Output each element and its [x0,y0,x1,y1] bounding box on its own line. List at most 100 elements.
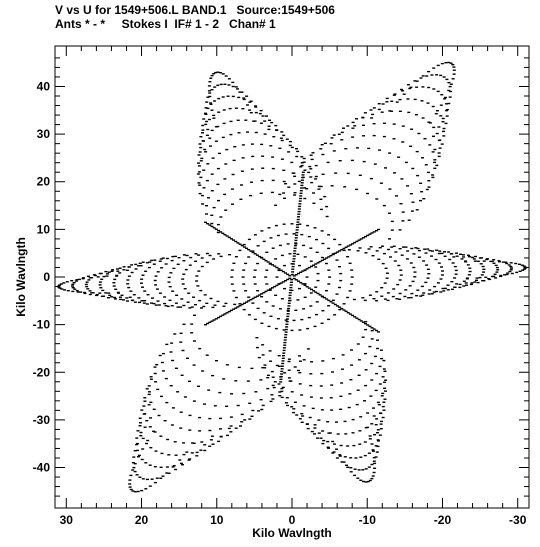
uv-point [423,248,427,250]
uv-point [298,223,302,225]
uv-point [350,269,354,271]
uv-point [281,362,285,365]
uv-point [371,113,375,116]
uv-point [139,431,143,434]
uv-point [234,427,238,429]
uv-point [446,284,450,286]
uv-point [277,383,281,385]
uv-point [261,344,265,346]
uv-point [217,229,220,232]
uv-point [356,389,360,391]
y-tick-label: 30 [37,127,51,141]
uv-point [307,287,311,289]
uv-point [133,301,137,303]
uv-point [289,281,293,283]
uv-point [452,66,456,68]
uv-point [466,264,470,266]
uv-point [75,279,79,281]
uv-point [340,139,344,141]
uv-point [224,302,228,305]
uv-point [192,400,196,402]
uv-point [101,289,105,292]
uv-point [419,295,423,297]
uv-point [294,279,298,281]
uv-point [375,372,379,375]
uv-point [329,301,333,303]
uv-point [242,246,246,248]
uv-point [309,260,313,262]
uv-point [244,119,248,121]
uv-point [428,122,432,124]
uv-point [306,327,310,330]
uv-point [114,288,118,290]
uv-point [378,149,381,151]
uv-point [230,393,234,395]
uv-point [199,146,203,149]
uv-point [192,442,196,444]
uv-point [374,355,377,358]
uv-point [355,240,359,243]
uv-point [440,252,444,255]
uv-point [141,448,145,450]
uv-point [383,398,387,400]
uv-point [346,445,350,447]
uv-point [427,180,431,182]
uv-point [482,271,486,273]
y-tick-label: -10 [33,318,51,332]
uv-point [371,449,375,451]
uv-point [143,400,147,402]
uv-point [206,128,210,131]
uv-point [282,349,286,352]
uv-point [239,198,243,200]
uv-point [387,248,390,251]
uv-point [363,400,366,402]
uv-point [300,187,304,189]
uv-point [249,250,253,252]
uv-point [267,325,271,328]
uv-point [296,150,300,153]
uv-point [400,88,403,91]
uv-point [461,254,465,256]
uv-point [342,303,346,305]
uv-point [299,190,303,192]
uv-point [271,384,275,387]
uv-point [298,203,302,205]
uv-point [136,430,140,432]
uv-point [244,290,248,292]
uv-point [386,292,390,294]
uv-point [208,95,212,98]
uv-point [234,296,238,299]
uv-point [328,276,332,278]
uv-point [179,411,183,413]
uv-point [286,404,289,407]
uv-point [113,296,117,299]
uv-point [293,175,297,177]
uv-point [281,270,285,273]
uv-point [117,292,120,294]
uv-point [504,261,508,263]
uv-point [397,264,401,267]
uv-point [379,428,383,430]
uv-point [509,262,513,264]
uv-point [187,292,191,294]
uv-point [159,435,163,437]
uv-point [271,264,274,266]
uv-point [371,475,375,477]
uv-point [141,437,145,440]
uv-point [295,234,298,236]
uv-point [314,266,318,268]
uv-point [316,262,320,264]
uv-point [288,299,292,302]
uv-point [214,126,218,128]
uv-point [262,258,266,260]
uv-point [342,461,346,463]
uv-point [113,278,117,281]
uv-point [206,107,210,110]
y-tick-label: 0 [43,270,50,284]
uv-point [398,248,402,250]
uv-point [393,93,397,95]
uv-point [350,159,354,162]
uv-point [208,224,212,226]
chart-title: V vs U for 1549+506.L BAND.1 Source:1549… [55,3,335,17]
uv-point [217,97,221,100]
